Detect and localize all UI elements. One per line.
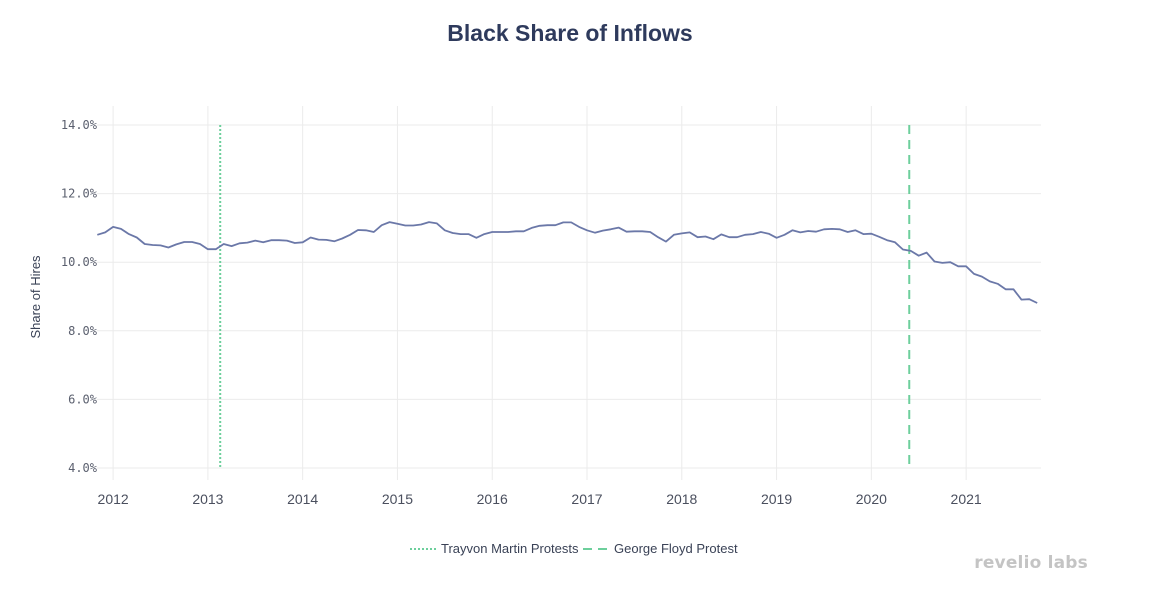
y-axis-title: Share of Hires	[28, 255, 43, 339]
x-tick-label: 2019	[761, 491, 792, 507]
x-tick-label: 2017	[571, 491, 602, 507]
x-tick-label: 2020	[856, 491, 887, 507]
legend: Trayvon Martin Protests George Floyd Prot…	[410, 541, 738, 556]
y-tick-label: 4.0%	[68, 461, 98, 475]
y-tick-label: 14.0%	[61, 118, 98, 132]
x-tick-label: 2014	[287, 491, 318, 507]
x-axis-ticks: 2012 2013 2014 2015 2016 2017 2018 2019 2020 2021	[98, 491, 982, 507]
legend-item: George Floyd Protest	[583, 541, 738, 556]
x-tick-label: 2016	[477, 491, 508, 507]
gridlines	[97, 106, 1041, 480]
y-tick-label: 6.0%	[68, 392, 98, 406]
legend-item: Trayvon Martin Protests	[410, 541, 579, 556]
series-lines	[97, 221, 1038, 304]
series-line	[97, 221, 1038, 304]
x-tick-label: 2013	[192, 491, 223, 507]
revelio-labs-logo: revelio labs	[974, 553, 1088, 573]
y-tick-label: 12.0%	[61, 187, 98, 201]
x-tick-label: 2015	[382, 491, 413, 507]
x-tick-label: 2021	[951, 491, 982, 507]
legend-label: Trayvon Martin Protests	[441, 541, 579, 556]
chart-title: Black Share of Inflows	[447, 20, 693, 46]
y-axis-ticks: 4.0% 6.0% 8.0% 10.0% 12.0% 14.0%	[61, 118, 98, 475]
y-tick-label: 10.0%	[61, 255, 98, 269]
x-tick-label: 2018	[666, 491, 697, 507]
legend-label: George Floyd Protest	[614, 541, 738, 556]
x-tick-label: 2012	[98, 491, 129, 507]
y-tick-label: 8.0%	[68, 324, 98, 338]
event-markers	[219, 125, 911, 468]
